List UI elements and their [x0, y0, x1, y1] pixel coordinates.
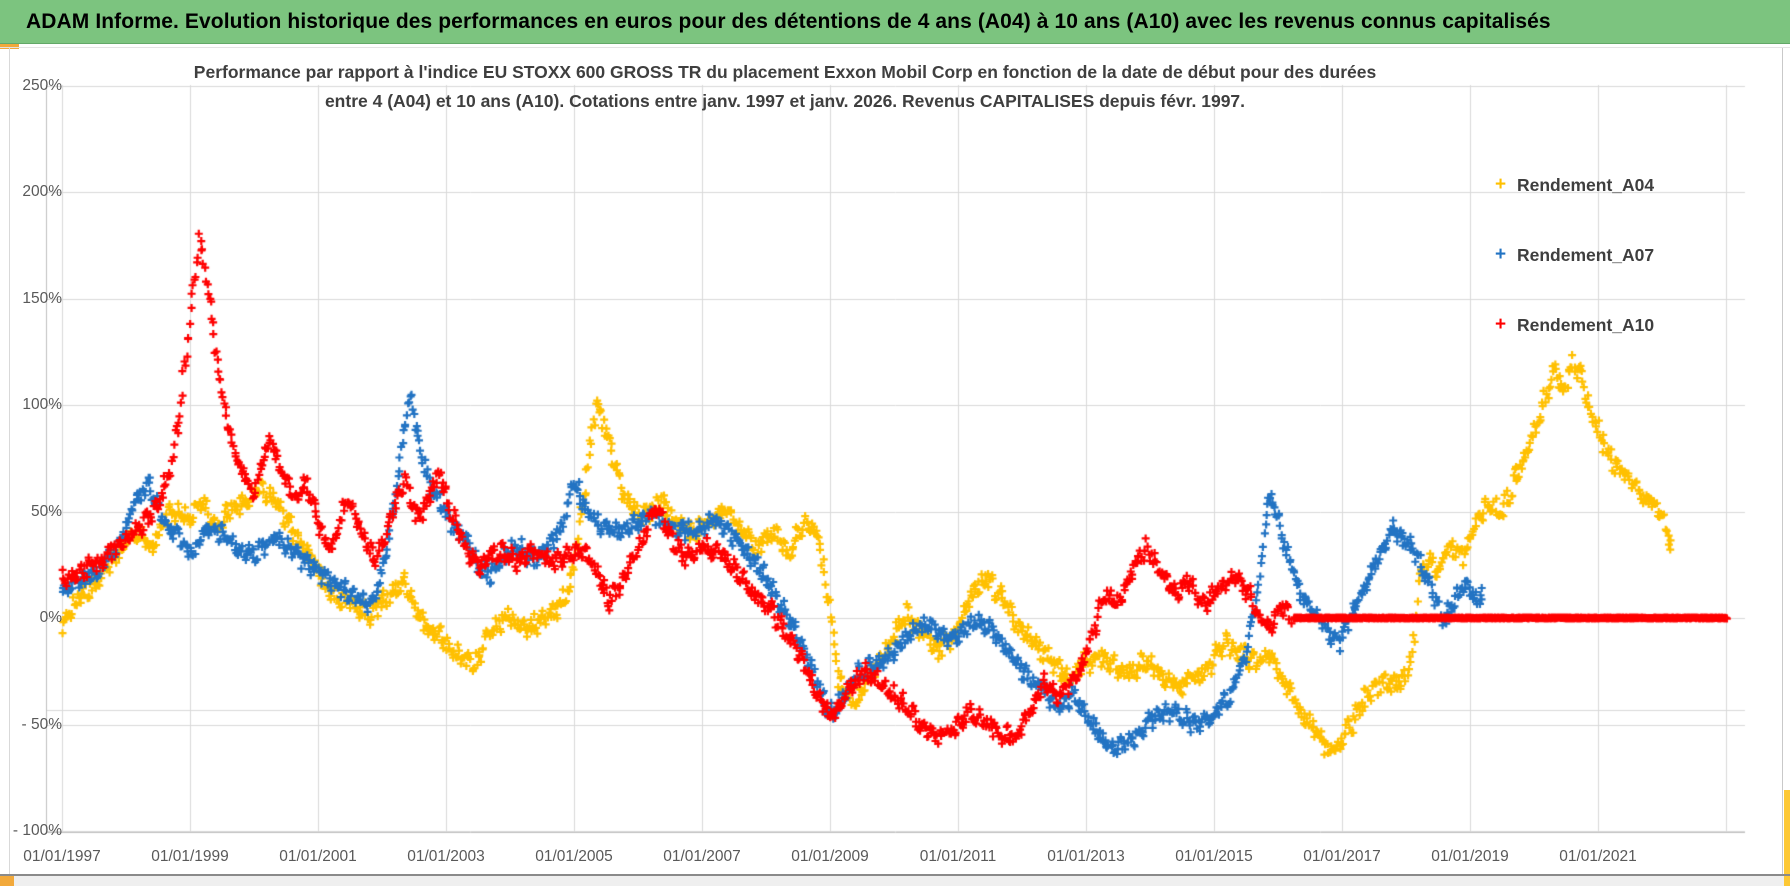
- y-tick-label: 150%: [22, 289, 62, 307]
- x-tick-label: 01/01/2009: [791, 848, 869, 865]
- legend-item-rendement-a07[interactable]: + Rendement_A07: [1495, 238, 1725, 272]
- plus-marker-icon-a07: +: [1495, 244, 1507, 265]
- header-accent-strip: [0, 44, 19, 49]
- header-title: ADAM Informe. Evolution historique des p…: [26, 9, 1551, 33]
- y-tick-label: - 100%: [12, 822, 62, 839]
- y-tick-label: 100%: [22, 396, 62, 413]
- chart-legend[interactable]: + Rendement_A04 + Rendement_A07 + Rendem…: [1495, 168, 1725, 378]
- chart-title-line-1: Performance par rapport à l'indice EU ST…: [193, 62, 1377, 82]
- bottom-left-accent: [0, 876, 14, 886]
- chart-title-line-2: entre 4 (A04) et 10 ans (A10). Cotations…: [324, 91, 1246, 111]
- header-bar: ADAM Informe. Evolution historique des p…: [0, 0, 1790, 44]
- chart-title: Performance par rapport à l'indice EU ST…: [150, 58, 1420, 116]
- legend-item-rendement-a04[interactable]: + Rendement_A04: [1495, 168, 1725, 202]
- y-tick-label: - 50%: [21, 715, 63, 733]
- plus-marker-icon-a04: +: [1495, 174, 1507, 195]
- bottom-border: [0, 874, 1790, 876]
- legend-label: Rendement_A07: [1517, 244, 1655, 265]
- bottom-strip: [0, 876, 1790, 886]
- y-tick-label: 0%: [39, 609, 62, 626]
- x-tick-label: 01/01/2001: [279, 848, 357, 865]
- x-tick-label: 01/01/2007: [663, 848, 741, 865]
- x-tick-label: 01/01/1997: [23, 848, 101, 865]
- right-scrollbar-accent[interactable]: [1784, 790, 1790, 874]
- bottom-right-accent: [1784, 876, 1790, 886]
- y-tick-label: 50%: [30, 502, 62, 520]
- right-edge-border: [1782, 48, 1783, 874]
- x-tick-label: 01/01/2005: [535, 848, 613, 865]
- y-tick-label: 250%: [22, 76, 62, 94]
- x-tick-label: 01/01/2019: [1431, 848, 1509, 865]
- x-tick-label: 01/01/1999: [151, 848, 229, 865]
- header-divider: [0, 47, 1790, 48]
- x-tick-label: 01/01/2021: [1559, 848, 1637, 865]
- x-tick-label: 01/01/2003: [407, 848, 485, 865]
- x-tick-label: 01/01/2015: [1175, 848, 1253, 865]
- x-tick-label: 01/01/2013: [1047, 848, 1125, 865]
- x-tick-label: 01/01/2011: [919, 848, 997, 865]
- left-edge-border: [9, 48, 10, 874]
- plus-marker-icon-a10: +: [1495, 314, 1507, 335]
- legend-label: Rendement_A04: [1517, 174, 1655, 195]
- legend-label: Rendement_A10: [1517, 314, 1655, 335]
- legend-item-rendement-a10[interactable]: + Rendement_A10: [1495, 308, 1725, 342]
- y-tick-label: 200%: [22, 183, 62, 200]
- x-tick-label: 01/01/2017: [1303, 848, 1381, 865]
